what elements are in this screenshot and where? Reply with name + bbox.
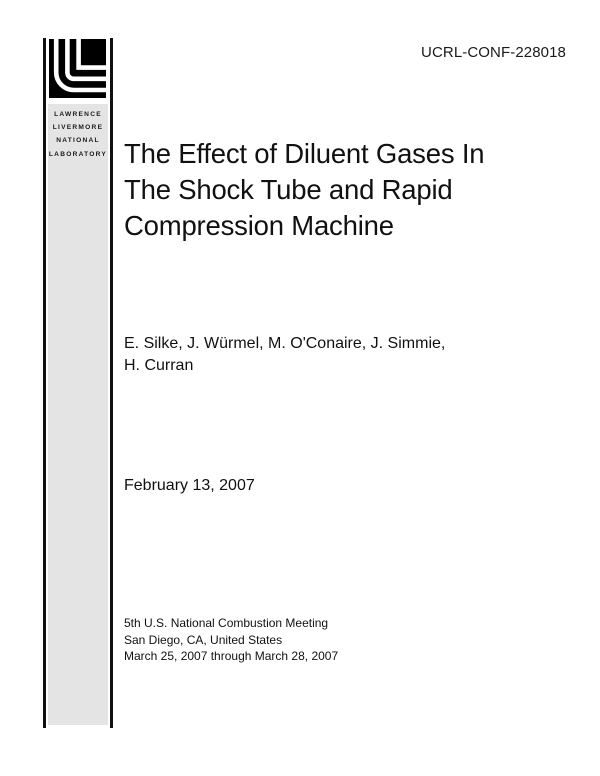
conference-name: 5th U.S. National Combustion Meeting [124,616,329,630]
wordmark-line-livermore: LIVERMORE [52,124,104,132]
title-line-3: Compression Machine [124,210,394,241]
masthead-rule-left [43,38,46,728]
title-line-2: The Shock Tube and Rapid [124,174,453,205]
wordmark-line-laboratory: LABORATORY [48,150,108,158]
wordmark-line-lawrence: LAWRENCE [54,111,102,118]
report-number: UCRL-CONF-228018 [421,44,566,61]
llnl-nested-l-logo-icon [49,39,106,98]
conference-dates: March 25, 2007 through March 28, 2007 [124,649,339,663]
conference-location: San Diego, CA, United States [124,632,283,647]
author-line-2: H. Curran [124,357,194,374]
conference-details: 5th U.S. National Combustion Meeting San… [124,615,554,665]
title-line-1: The Effect of Diluent Gases In [124,138,485,169]
author-list: E. Silke, J. Würmel, M. O'Conaire, J. Si… [124,333,554,377]
publication-date: February 13, 2007 [124,477,255,494]
masthead-grey-panel [48,104,108,725]
masthead-rule-right [110,38,113,728]
author-line-1: E. Silke, J. Würmel, M. O'Conaire, J. Si… [124,335,446,352]
wordmark-line-national: NATIONAL [56,137,100,145]
page-title: The Effect of Diluent Gases In The Shock… [124,136,554,244]
llnl-wordmark: LAWRENCE LIVERMORE NATIONAL LABORATORY [48,108,108,161]
